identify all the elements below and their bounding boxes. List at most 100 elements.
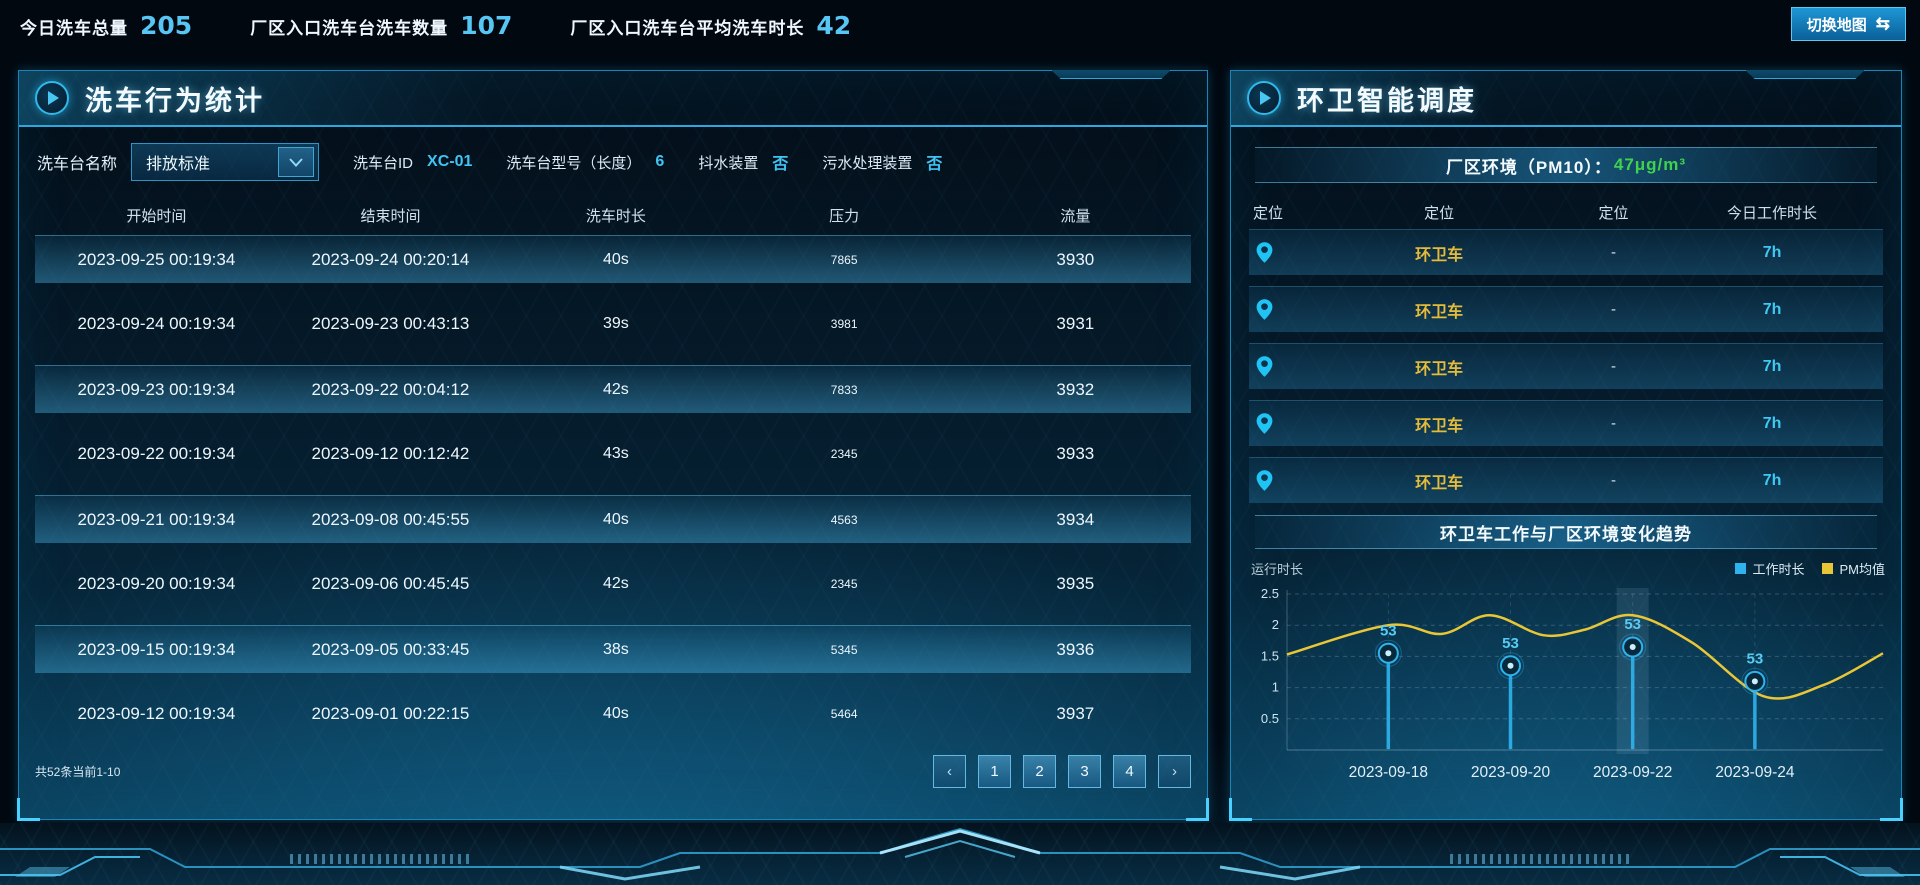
data-label: 53 — [1380, 622, 1397, 639]
shake-device-label: 抖水装置 — [698, 154, 759, 172]
station-model-field: 洗车台型号（长度） 6 — [506, 152, 664, 173]
location-pin-button[interactable] — [1249, 412, 1312, 435]
location-pin-button[interactable] — [1249, 469, 1312, 492]
wash-table-row[interactable]: 2023-09-21 00:19:34 2023-09-08 00:45:55 40… — [35, 495, 1191, 543]
vehicle-name: 环卫车 — [1415, 303, 1464, 321]
dispatch-table-row[interactable]: 环卫车 - 7h — [1249, 229, 1883, 275]
pagination: 共52条当前1-10 ‹ 1 2 3 4 › — [35, 755, 1191, 788]
wash-table-cell: 7833 — [830, 382, 858, 397]
wash-table-cell: 2023-09-20 00:19:34 — [77, 574, 236, 593]
wash-table-row[interactable]: 2023-09-20 00:19:34 2023-09-06 00:45:45 42… — [35, 560, 1191, 608]
chart-top-row: 运行时长 工作时长 PM均值 — [1243, 559, 1893, 580]
stat-average-duration: 厂区入口洗车台平均洗车时长 42 — [570, 11, 851, 40]
legend-swatch — [1822, 563, 1834, 574]
page-button-1[interactable]: 1 — [978, 755, 1011, 788]
wash-table-row[interactable]: 2023-09-25 00:19:34 2023-09-24 00:20:14 40… — [35, 235, 1191, 283]
sanitation-dispatch-panel: 环卫智能调度 厂区环境（PM10）： 47μg/m³ 定位 定位 定位 今日工作时长 … — [1229, 70, 1903, 821]
wash-table-cell: 3935 — [1056, 574, 1095, 593]
legend-item-PM均值[interactable]: PM均值 — [1822, 559, 1885, 578]
page-prev-button[interactable]: ‹ — [933, 755, 966, 788]
wash-table-row[interactable]: 2023-09-15 00:19:34 2023-09-05 00:33:45 38… — [35, 625, 1191, 673]
wash-table-cell: 2023-09-25 00:19:34 — [77, 249, 236, 269]
station-id-label: 洗车台ID — [353, 154, 414, 172]
pm-average-line — [1286, 613, 1884, 700]
station-model-value: 6 — [655, 153, 665, 170]
wash-table-row[interactable]: 2023-09-12 00:19:34 2023-09-01 00:22:15 40… — [35, 690, 1191, 738]
vehicle-work-hours: 7h — [1762, 414, 1782, 432]
panel-notch-decoration — [1051, 70, 1171, 79]
dispatch-table-row[interactable]: 环卫车 - 7h — [1249, 343, 1883, 389]
wash-column-header: 洗车时长 — [585, 207, 646, 225]
dispatch-table: 定位 定位 定位 今日工作时长 环卫车 -7h 环卫车 -7h 环卫车 -7h 环卫车 -7h 环卫车… — [1249, 195, 1883, 503]
switch-map-label: 切换地图 — [1806, 16, 1867, 34]
dispatch-table-row[interactable]: 环卫车 - 7h — [1249, 457, 1883, 503]
wash-table-cell: 3933 — [1056, 444, 1095, 463]
dispatch-table-row[interactable]: 环卫车 - 7h — [1249, 400, 1883, 446]
y-tick-label: 2 — [1272, 617, 1279, 632]
dispatch-column-header: 定位 — [1424, 204, 1455, 222]
wash-table-cell: 5345 — [830, 642, 858, 657]
wash-table-cell: 3981 — [830, 317, 858, 331]
wash-table: 开始时间 结束时间 洗车时长 压力 流量 2023-09-25 00:19:34 2023… — [35, 195, 1191, 738]
wash-table-cell: 2023-09-21 00:19:34 — [77, 509, 236, 529]
stat-entrance-washes: 厂区入口洗车台洗车数量 107 — [250, 11, 512, 40]
sewage-device-label: 污水处理装置 — [822, 154, 913, 172]
wash-table-cell: 2023-09-12 00:19:34 — [77, 704, 236, 723]
location-pin-icon — [1256, 413, 1273, 434]
wash-table-cell: 2023-09-24 00:20:14 — [311, 249, 470, 269]
location-pin-icon — [1256, 299, 1273, 320]
page-button-4[interactable]: 4 — [1113, 755, 1146, 788]
dispatch-column-header: 今日工作时长 — [1727, 204, 1818, 222]
page-button-2[interactable]: 2 — [1023, 755, 1056, 788]
wash-column-header: 结束时间 — [360, 207, 421, 225]
x-tick-label: 2023-09-22 — [1593, 764, 1672, 781]
wash-table-cell: 2345 — [830, 447, 858, 461]
pm10-value: 47μg/m³ — [1613, 155, 1687, 174]
wash-table-cell: 42s — [602, 575, 629, 592]
wash-table-cell: 2023-09-01 00:22:15 — [311, 704, 470, 723]
dropdown-toggle-button[interactable] — [278, 147, 315, 177]
topbar: 今日洗车总量 205 厂区入口洗车台洗车数量 107 厂区入口洗车台平均洗车时长… — [0, 0, 1920, 46]
data-label: 53 — [1502, 635, 1519, 652]
y-tick-label: 1 — [1272, 680, 1279, 695]
wash-table-cell: 40s — [602, 510, 629, 528]
location-pin-button[interactable] — [1249, 298, 1312, 321]
dispatch-table-row[interactable]: 环卫车 - 7h — [1249, 286, 1883, 332]
work-hours-marker-halo — [1374, 639, 1402, 667]
vehicle-name: 环卫车 — [1415, 417, 1464, 435]
legend-swatch — [1735, 563, 1747, 574]
wash-table-cell: 4563 — [830, 512, 858, 527]
wash-table-cell: 2023-09-24 00:19:34 — [77, 314, 236, 333]
location-pin-button[interactable] — [1249, 241, 1312, 264]
wash-table-cell: 40s — [602, 705, 629, 722]
dispatch-panel-title: 环卫智能调度 — [1297, 85, 1477, 116]
wash-table-row[interactable]: 2023-09-22 00:19:34 2023-09-12 00:12:42 43… — [35, 430, 1191, 478]
x-tick-label: 2023-09-20 — [1471, 764, 1551, 781]
station-id-field: 洗车台ID XC-01 — [353, 152, 472, 173]
station-name-dropdown[interactable]: 排放标准 — [131, 143, 320, 181]
trend-title-banner: 环卫车工作与厂区环境变化趋势 — [1255, 515, 1877, 549]
vehicle-name: 环卫车 — [1415, 360, 1464, 378]
shake-device-field: 抖水装置 否 — [698, 150, 788, 174]
dispatch-column-header: 定位 — [1253, 204, 1284, 222]
wash-table-row[interactable]: 2023-09-24 00:19:34 2023-09-23 00:43:13 39… — [35, 300, 1191, 348]
wash-table-cell: 2023-09-22 00:19:34 — [77, 444, 236, 463]
vehicle-location-placeholder: - — [1611, 415, 1617, 432]
switch-map-button[interactable]: 切换地图 ⇆ — [1790, 7, 1906, 41]
chart-y-axis-title: 运行时长 — [1251, 562, 1304, 577]
dispatch-column-header: 定位 — [1598, 204, 1629, 222]
page-next-button[interactable]: › — [1158, 755, 1191, 788]
stat-label: 厂区入口洗车台平均洗车时长 — [570, 18, 805, 38]
wash-table-cell: 3931 — [1056, 314, 1095, 333]
wash-table-cell: 2023-09-08 00:45:55 — [311, 509, 470, 529]
location-pin-button[interactable] — [1249, 355, 1312, 378]
work-hours-marker-dot — [1385, 650, 1392, 657]
page-button-3[interactable]: 3 — [1068, 755, 1101, 788]
wash-table-cell: 3934 — [1056, 509, 1095, 529]
legend-item-工作时长[interactable]: 工作时长 — [1735, 559, 1804, 578]
vehicle-work-hours: 7h — [1762, 243, 1782, 261]
wash-table-cell: 38s — [602, 640, 629, 658]
wash-table-row[interactable]: 2023-09-23 00:19:34 2023-09-22 00:04:12 42… — [35, 365, 1191, 413]
station-model-label: 洗车台型号（长度） — [506, 154, 642, 172]
wash-table-cell: 2023-09-23 00:19:34 — [77, 379, 236, 399]
